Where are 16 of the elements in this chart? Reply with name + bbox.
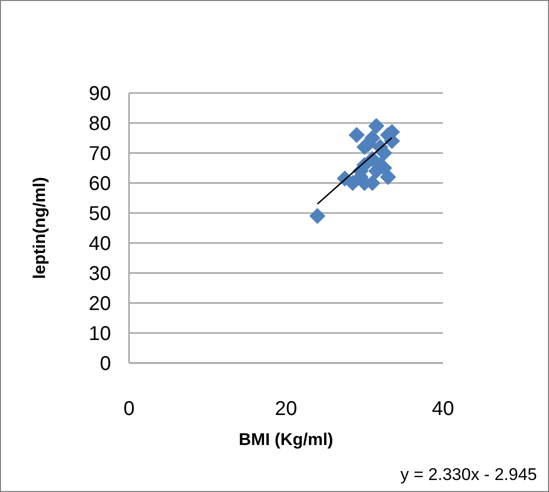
y-tick-label: 80 <box>88 113 111 135</box>
x-axis-title: BMI (Kg/ml) <box>238 430 334 449</box>
x-tick-label: 40 <box>432 398 454 420</box>
y-tick-label: 40 <box>88 233 111 255</box>
y-tick-label: 70 <box>88 143 111 165</box>
text: y = 2.330x - 2.945 <box>400 465 537 484</box>
y-tick-label: 10 <box>88 323 111 345</box>
x-tick-label: 20 <box>274 398 298 420</box>
y-tick-label: 90 <box>88 83 111 105</box>
y-tick-label: 0 <box>100 353 111 375</box>
y-axis-title: leptin(ng/ml) <box>30 177 49 279</box>
x-tick-label: 0 <box>123 398 135 420</box>
y-tick-label: 30 <box>88 263 111 285</box>
y-tick-label: 20 <box>88 293 111 315</box>
y-tick-label: 50 <box>88 203 111 225</box>
y-tick-label: 60 <box>88 173 111 195</box>
